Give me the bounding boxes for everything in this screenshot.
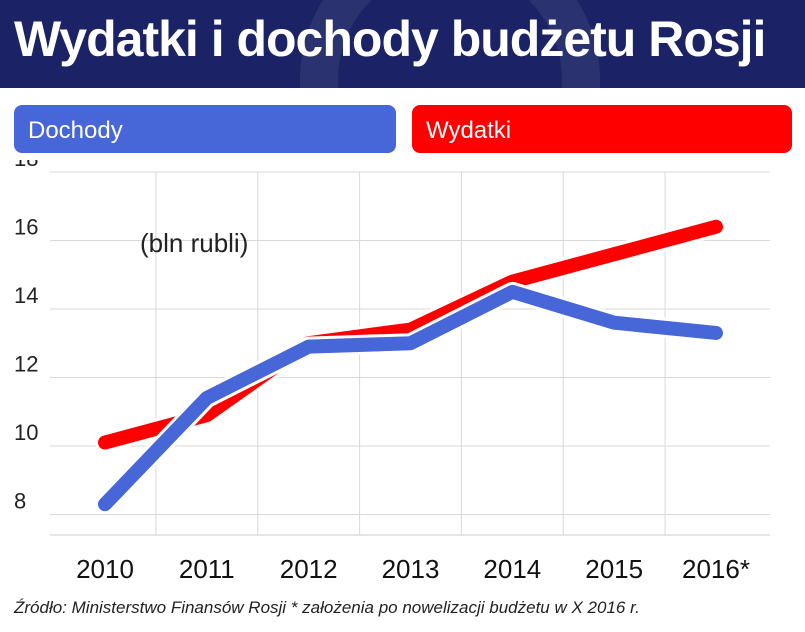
line-chart: 8 10 12 14 16 18 2010 2011 2012 2013 2014 2015 2016… — [14, 160, 770, 584]
legend-wydatki: Wydatki — [412, 105, 792, 153]
y-tick-label: 18 — [14, 160, 38, 171]
x-tick-label: 2015 — [585, 554, 643, 584]
series-lines — [95, 216, 726, 515]
legend-dochody: Dochody — [14, 105, 396, 153]
x-tick-label: 2011 — [179, 554, 235, 584]
chart-title: Wydatki i dochody budżetu Rosji — [14, 11, 766, 67]
grid-lines — [50, 171, 770, 536]
y-tick-labels: 8 10 12 14 16 18 — [14, 160, 38, 513]
x-tick-labels: 2010 2011 2012 2013 2014 2015 2016* — [76, 554, 750, 584]
header-banner: Wydatki i dochody budżetu Rosji — [0, 0, 805, 88]
x-tick-label: 2010 — [76, 554, 134, 584]
series-line-dochody — [98, 284, 723, 512]
y-tick-label: 10 — [14, 420, 38, 445]
unit-label: (bln rubli) — [140, 228, 248, 258]
series-line-wydatki — [98, 219, 723, 450]
x-tick-label: 2014 — [483, 554, 541, 584]
y-tick-label: 14 — [14, 283, 38, 308]
x-tick-label: 2013 — [382, 554, 440, 584]
y-tick-label: 8 — [14, 488, 26, 513]
x-tick-label: 2012 — [280, 554, 338, 584]
x-tick-label: 2016* — [682, 554, 750, 584]
y-tick-label: 12 — [14, 351, 38, 376]
source-note: Źródło: Ministerstwo Finansów Rosji * za… — [14, 598, 640, 617]
y-tick-label: 16 — [14, 214, 38, 239]
